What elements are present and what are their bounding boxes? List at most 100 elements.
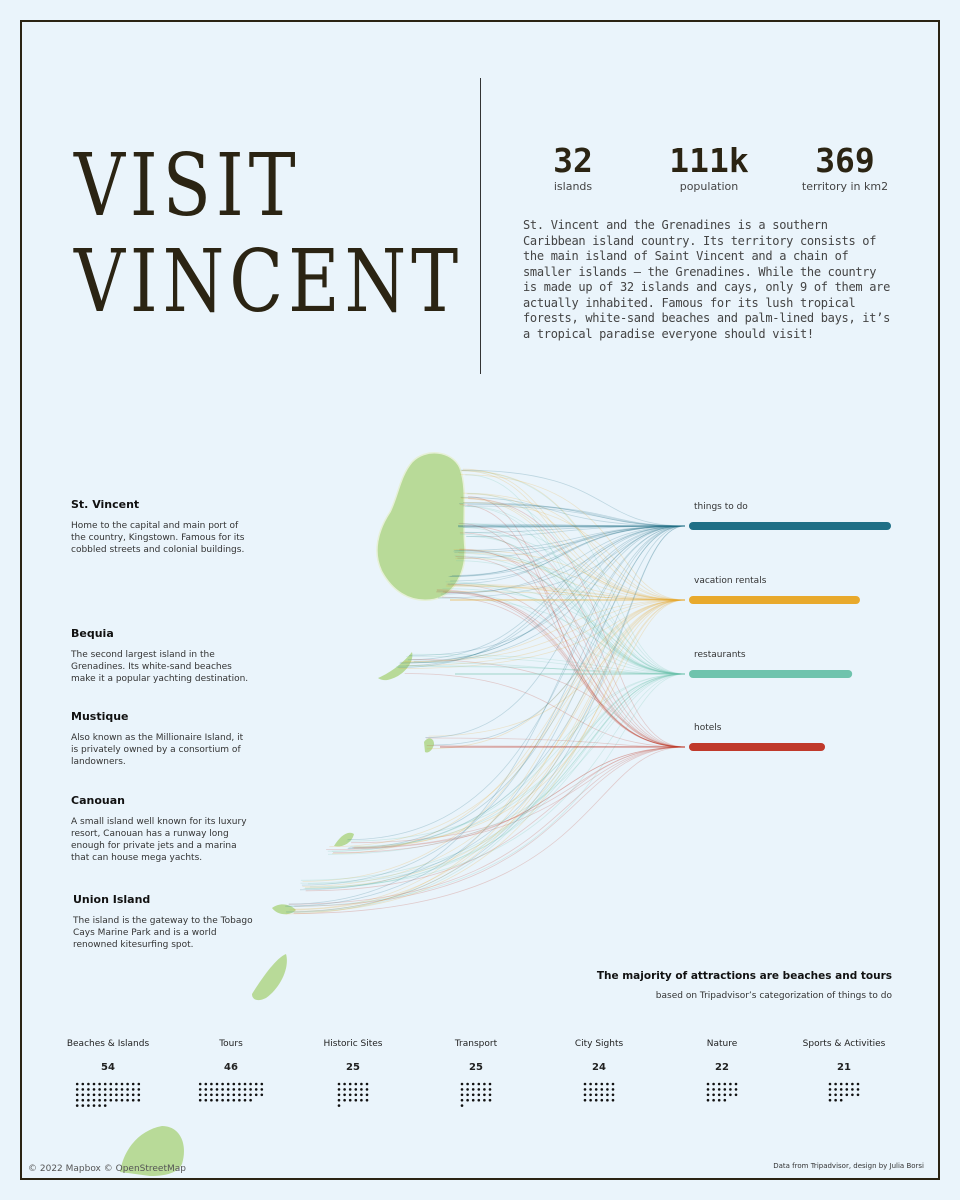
- flow-line: [406, 656, 686, 675]
- dot: [360, 1088, 363, 1091]
- dot: [126, 1082, 129, 1086]
- flow-line: [411, 653, 686, 675]
- dot: [856, 1082, 860, 1086]
- dot: [360, 1082, 363, 1086]
- flow-line: [441, 596, 686, 748]
- dot: [477, 1082, 481, 1086]
- flow-line: [444, 525, 686, 594]
- dot: [471, 1098, 475, 1102]
- category-count: 46: [224, 1062, 238, 1073]
- dot: [198, 1098, 202, 1102]
- flow-line: [463, 492, 686, 601]
- dot: [723, 1088, 727, 1091]
- dot: [81, 1082, 85, 1086]
- flow-line: [458, 526, 686, 675]
- flow-line: [401, 599, 686, 663]
- dot: [98, 1082, 101, 1086]
- dot: [594, 1093, 598, 1097]
- island-mustique: Mustique Also known as the Millionaire I…: [71, 710, 251, 768]
- flow-line: [432, 525, 686, 746]
- flow-line: [456, 549, 686, 675]
- dot: [460, 1098, 464, 1102]
- dot: [834, 1098, 837, 1102]
- dot: [706, 1082, 710, 1086]
- stat-label: territory in km2: [801, 180, 889, 193]
- dot: [360, 1098, 363, 1102]
- dot: [87, 1093, 90, 1097]
- island-description: Also known as the Millionaire Island, it…: [71, 733, 244, 767]
- dot: [845, 1088, 849, 1091]
- dot: [98, 1104, 101, 1107]
- categories-headline: The majority of attractions are beaches …: [596, 970, 892, 982]
- dot: [712, 1088, 715, 1091]
- dot: [839, 1093, 843, 1097]
- mustique-island: [424, 738, 434, 753]
- dot: [249, 1098, 252, 1102]
- dot: [717, 1082, 721, 1086]
- flow-line: [398, 599, 686, 669]
- dot: [221, 1093, 224, 1097]
- flow-line: [326, 746, 686, 850]
- dot: [260, 1088, 264, 1091]
- dot: [483, 1098, 486, 1102]
- flow-line: [300, 673, 686, 881]
- flow-line: [461, 498, 686, 601]
- flow-line: [450, 525, 686, 582]
- dot: [365, 1098, 369, 1102]
- dot: [365, 1093, 369, 1097]
- flow-line: [451, 525, 686, 576]
- dot: [483, 1082, 486, 1086]
- dot: [115, 1088, 118, 1091]
- dot: [215, 1088, 219, 1091]
- stat-value: 369: [815, 141, 875, 180]
- category-label: Historic Sites: [324, 1039, 383, 1049]
- dot: [611, 1098, 615, 1102]
- dot: [348, 1093, 352, 1097]
- dot: [131, 1082, 135, 1086]
- dot: [348, 1082, 352, 1086]
- dot: [834, 1093, 837, 1097]
- flow-line: [285, 525, 686, 913]
- flow-line: [463, 525, 686, 748]
- dot: [851, 1093, 854, 1097]
- flow-line: [461, 470, 686, 601]
- flow-line: [436, 589, 686, 748]
- flow-line: [458, 549, 686, 748]
- flow-line: [459, 553, 686, 675]
- flow-line: [436, 590, 686, 748]
- flow-line: [468, 498, 686, 748]
- island-name: Union Island: [73, 893, 151, 906]
- dot: [600, 1082, 604, 1086]
- dot: [600, 1093, 604, 1097]
- dot: [488, 1093, 492, 1097]
- flow-line: [352, 746, 686, 849]
- dot: [92, 1098, 96, 1102]
- category-label: Sports & Activities: [803, 1039, 886, 1049]
- category-label: City Sights: [575, 1039, 624, 1049]
- flow-line: [309, 673, 686, 888]
- dot: [589, 1082, 592, 1086]
- dot: [466, 1088, 469, 1091]
- dot: [204, 1093, 208, 1097]
- divider: [480, 78, 481, 374]
- dot: [254, 1093, 258, 1097]
- flow-line: [467, 503, 686, 527]
- dot: [856, 1088, 860, 1091]
- page-title: VISIT VINCENT: [74, 138, 463, 330]
- dot: [583, 1093, 587, 1097]
- category-label: Transport: [454, 1039, 498, 1049]
- flow-line: [445, 585, 686, 601]
- dot: [254, 1082, 258, 1086]
- flow-line: [398, 525, 686, 667]
- dot: [226, 1088, 230, 1091]
- flow-line: [442, 588, 686, 675]
- dot: [589, 1098, 592, 1102]
- dot: [589, 1088, 592, 1091]
- flow-line: [459, 532, 686, 748]
- flow-line: [461, 470, 686, 675]
- attraction-bars: things to do vacation rentals restaurants h…: [689, 502, 891, 751]
- flow-line: [460, 469, 686, 527]
- category-count: 24: [592, 1062, 606, 1073]
- dot: [606, 1088, 609, 1091]
